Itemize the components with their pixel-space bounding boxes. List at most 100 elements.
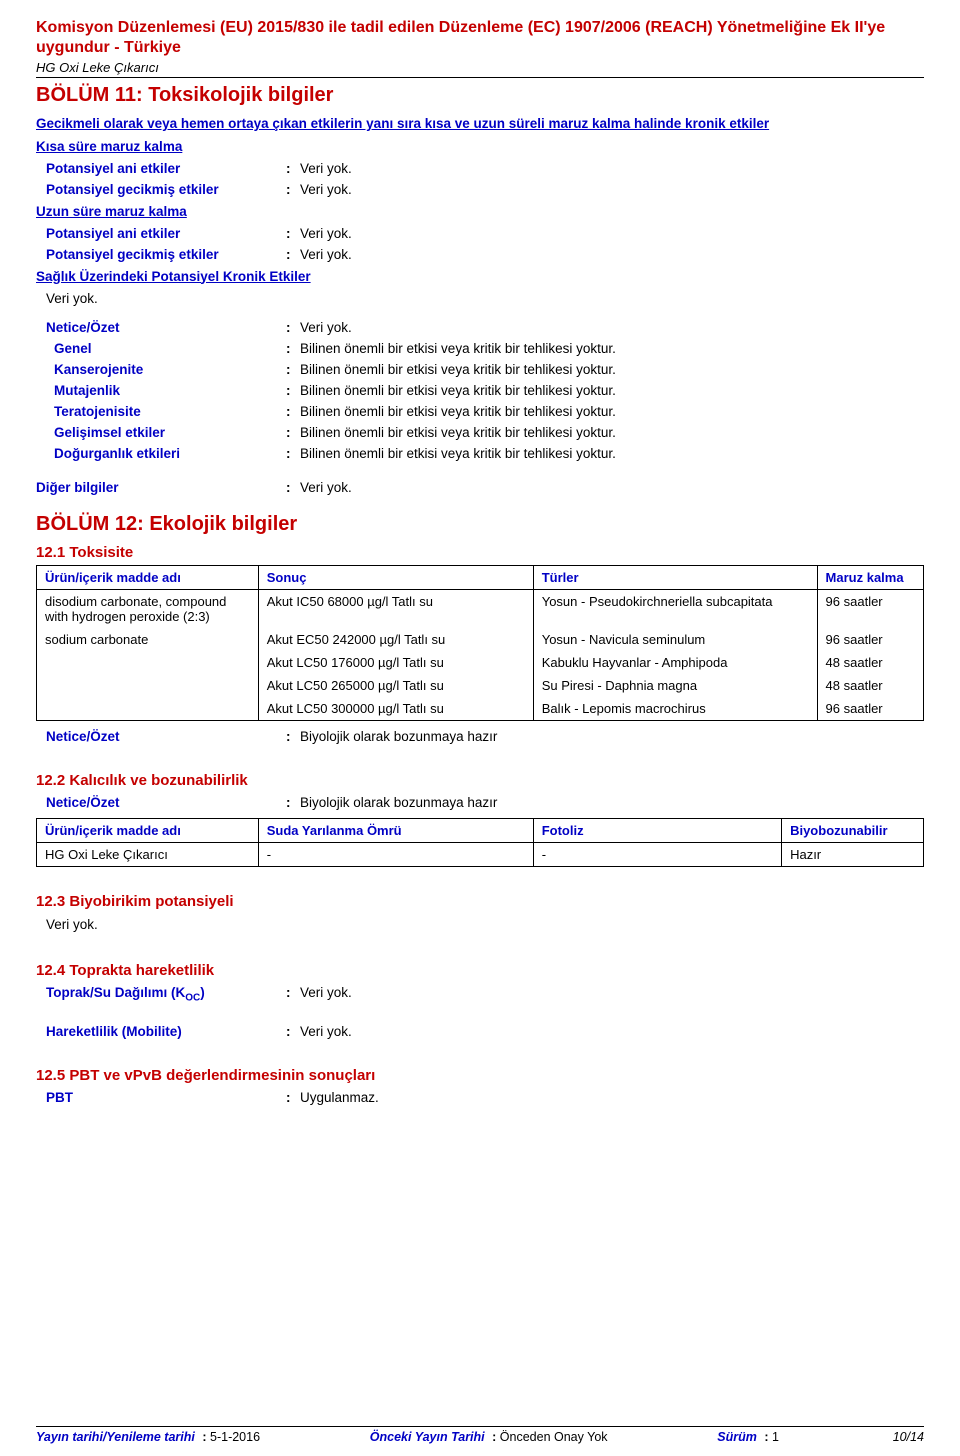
cell-name-2: sodium carbonate: [37, 628, 259, 651]
footer-divider: [36, 1426, 924, 1427]
cell-sonuc-1: Akut IC50 68000 µg/l Tatlı su: [258, 590, 533, 629]
cell-empty: [37, 697, 259, 721]
value-bilinen: Bilinen önemli bir etkisi veya kritik bi…: [300, 444, 924, 465]
gelis-row: Gelişimsel etkiler : Bilinen önemli bir …: [36, 423, 924, 444]
value-uygulanmaz: Uygulanmaz.: [300, 1088, 924, 1109]
page-footer: Yayın tarihi/Yenileme tarihi : 5-1-2016 …: [36, 1426, 924, 1444]
colon: :: [286, 727, 300, 748]
footer-label-3: Sürüm: [717, 1430, 757, 1444]
persistence-table: Ürün/içerik madde adı Suda Yarılanma Ömr…: [36, 818, 924, 867]
footer-label-2: Önceki Yayın Tarihi: [370, 1430, 485, 1444]
mutajen-row: Mutajenlik : Bilinen önemli bir etkisi v…: [36, 381, 924, 402]
value-veriyok: Veri yok.: [300, 180, 924, 201]
value-bilinen: Bilinen önemli bir etkisi veya kritik bi…: [300, 360, 924, 381]
footer-value-1: : 5-1-2016: [202, 1430, 260, 1444]
colon: :: [286, 318, 300, 339]
section-12-1-heading: 12.1 Toksisite: [36, 544, 924, 561]
cell-sonuc-3: Akut LC50 176000 µg/l Tatlı su: [258, 651, 533, 674]
colon: :: [286, 423, 300, 444]
footer-page: 10/14: [893, 1430, 924, 1444]
cell-maruz-2: 96 saatler: [817, 628, 923, 651]
footer-label-1: Yayın tarihi/Yenileme tarihi: [36, 1430, 195, 1444]
colon: :: [286, 1088, 300, 1109]
cell-maruz-5: 96 saatler: [817, 697, 923, 721]
dogur-row: Doğurganlık etkileri : Bilinen önemli bi…: [36, 444, 924, 465]
cell-tur-4: Su Piresi - Daphnia magna: [533, 674, 817, 697]
cell-empty: [37, 674, 259, 697]
colon: :: [286, 444, 300, 465]
long-gec-row: Potansiyel gecikmiş etkiler : Veri yok.: [36, 245, 924, 266]
cell-fotoliz: -: [533, 843, 781, 867]
th-biyobozun: Biyobozunabilir: [782, 819, 924, 843]
toxicity-table: Ürün/içerik madde adı Sonuç Türler Maruz…: [36, 565, 924, 721]
colon: :: [286, 339, 300, 360]
value-bilinen: Bilinen önemli bir etkisi veya kritik bi…: [300, 402, 924, 423]
footer-value-2: : Önceden Onay Yok: [492, 1430, 607, 1444]
long-ani-row: Potansiyel ani etkiler : Veri yok.: [36, 224, 924, 245]
cell-tur-3: Kabuklu Hayvanlar - Amphipoda: [533, 651, 817, 674]
netice-row: Netice/Özet : Veri yok.: [36, 318, 924, 339]
colon: :: [286, 478, 300, 499]
cell-tur-1: Yosun - Pseudokirchneriella subcapitata: [533, 590, 817, 629]
cell-biyo: Hazır: [782, 843, 924, 867]
colon: :: [286, 360, 300, 381]
section-11-intro: Gecikmeli olarak veya hemen ortaya çıkan…: [36, 113, 924, 136]
th-suda: Suda Yarılanma Ömrü: [258, 819, 533, 843]
label-gelis: Gelişimsel etkiler: [36, 423, 286, 444]
colon: :: [286, 1022, 300, 1043]
cell-sonuc-4: Akut LC50 265000 µg/l Tatlı su: [258, 674, 533, 697]
label-mutajen: Mutajenlik: [36, 381, 286, 402]
kansero-row: Kanserojenite : Bilinen önemli bir etkis…: [36, 360, 924, 381]
colon: :: [286, 402, 300, 423]
bioaccum-no-data: Veri yok.: [36, 914, 924, 936]
short-exposure-heading: Kısa süre maruz kalma: [36, 136, 924, 159]
short-ani-row: Potansiyel ani etkiler : Veri yok.: [36, 159, 924, 180]
value-bilinen: Bilinen önemli bir etkisi veya kritik bi…: [300, 339, 924, 360]
cell-maruz-1: 96 saatler: [817, 590, 923, 629]
genel-row: Genel : Bilinen önemli bir etkisi veya k…: [36, 339, 924, 360]
divider: [36, 77, 924, 78]
th-urun: Ürün/içerik madde adı: [37, 566, 259, 590]
label-pbt: PBT: [36, 1088, 286, 1109]
colon: :: [286, 224, 300, 245]
label-pot-gec: Potansiyel gecikmiş etkiler: [36, 180, 286, 201]
value-bilinen: Bilinen önemli bir etkisi veya kritik bi…: [300, 423, 924, 444]
section-11-title: BÖLÜM 11: Toksikolojik bilgiler: [36, 84, 924, 107]
footer-value-3: : 1: [764, 1430, 779, 1444]
cell-suda: -: [258, 843, 533, 867]
cell-maruz-4: 48 saatler: [817, 674, 923, 697]
label-terato: Teratojenisite: [36, 402, 286, 423]
label-netice: Netice/Özet: [36, 793, 286, 814]
label-pot-gec: Potansiyel gecikmiş etkiler: [36, 245, 286, 266]
value-veriyok: Veri yok.: [300, 478, 924, 499]
value-bilinen: Bilinen önemli bir etkisi veya kritik bi…: [300, 381, 924, 402]
colon: :: [286, 180, 300, 201]
colon: :: [286, 245, 300, 266]
label-genel: Genel: [36, 339, 286, 360]
value-veriyok: Veri yok.: [300, 1022, 924, 1043]
th-urun: Ürün/içerik madde adı: [37, 819, 259, 843]
value-veriyok: Veri yok.: [300, 245, 924, 266]
label-netice: Netice/Özet: [36, 318, 286, 339]
section-12-3-heading: 12.3 Biyobirikim potansiyeli: [36, 893, 924, 910]
label-pot-ani: Potansiyel ani etkiler: [36, 159, 286, 180]
section-12-4-heading: 12.4 Toprakta hareketlilik: [36, 962, 924, 979]
th-fotoliz: Fotoliz: [533, 819, 781, 843]
diger-row: Diğer bilgiler : Veri yok.: [36, 478, 924, 499]
terato-row: Teratojenisite : Bilinen önemli bir etki…: [36, 402, 924, 423]
label-diger: Diğer bilgiler: [36, 478, 286, 499]
th-maruz: Maruz kalma: [817, 566, 923, 590]
cell-sonuc-2: Akut EC50 242000 µg/l Tatlı su: [258, 628, 533, 651]
value-veriyok: Veri yok.: [300, 318, 924, 339]
th-sonuc: Sonuç: [258, 566, 533, 590]
value-veriyok: Veri yok.: [300, 983, 924, 1004]
colon: :: [286, 793, 300, 814]
cell-name-1: disodium carbonate, compound with hydrog…: [37, 590, 259, 629]
cell-sonuc-5: Akut LC50 300000 µg/l Tatlı su: [258, 697, 533, 721]
colon: :: [286, 983, 300, 1004]
header-product: HG Oxi Leke Çıkarıcı: [36, 60, 924, 75]
value-veriyok: Veri yok.: [300, 224, 924, 245]
cell-tur-2: Yosun - Navicula seminulum: [533, 628, 817, 651]
cell-prod: HG Oxi Leke Çıkarıcı: [37, 843, 259, 867]
colon: :: [286, 159, 300, 180]
